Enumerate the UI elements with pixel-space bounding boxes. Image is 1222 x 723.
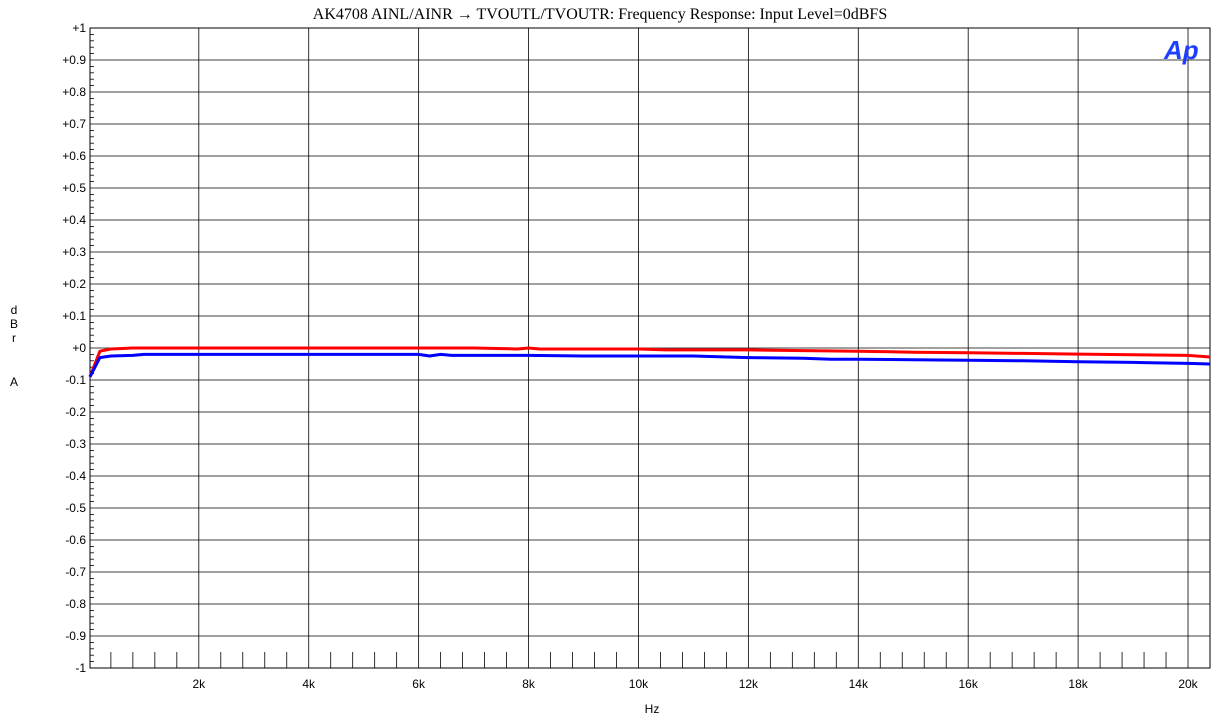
- x-tick-label: 4k: [302, 677, 316, 691]
- x-tick-label: 12k: [739, 677, 759, 691]
- y-tick-label: -0.4: [65, 469, 86, 483]
- y-tick-label: -1: [75, 661, 86, 675]
- plot-frame: [89, 27, 1211, 669]
- y-tick-label: +0.6: [62, 149, 86, 163]
- x-tick-label: 10k: [629, 677, 649, 691]
- minor-ticks: [90, 34, 1167, 668]
- y-tick-label: +0.9: [62, 53, 86, 67]
- y-tick-label: -0.2: [65, 405, 86, 419]
- y-tick-label: -0.8: [65, 597, 86, 611]
- y-tick-label: -0.6: [65, 533, 86, 547]
- series-line-2: [88, 352, 1211, 378]
- y-tick-label: +0.5: [62, 181, 86, 195]
- y-tick-label: -0.9: [65, 629, 86, 643]
- series-line-1: [88, 346, 1211, 378]
- x-tick-label: 2k: [192, 677, 206, 691]
- x-tick-label: 14k: [849, 677, 869, 691]
- x-tick-label: 6k: [412, 677, 426, 691]
- x-tick-label: 8k: [522, 677, 536, 691]
- y-axis-label: dBr A: [10, 303, 18, 389]
- y-axis-label-char: A: [10, 375, 18, 389]
- x-tick-label: 16k: [959, 677, 979, 691]
- y-axis-label-char: B: [10, 317, 18, 331]
- y-tick-label: +0.8: [62, 85, 86, 99]
- y-tick-label: +0: [72, 341, 86, 355]
- x-tick-label: 18k: [1068, 677, 1088, 691]
- y-tick-label: -0.7: [65, 565, 86, 579]
- y-tick-label: -0.1: [65, 373, 86, 387]
- audio-precision-logo: Ap: [1163, 35, 1199, 65]
- x-axis-tick-labels: 2k 4k 6k 8k 10k 12k 14k 16k 18k 20k: [192, 677, 1198, 691]
- series-lines: [88, 346, 1211, 378]
- chart-title: AK4708 AINL/AINR → TVOUTL/TVOUTR: Freque…: [313, 6, 887, 23]
- y-tick-label: +0.2: [62, 277, 86, 291]
- y-tick-label: -0.3: [65, 437, 86, 451]
- y-axis-label-char: d: [11, 303, 18, 317]
- y-tick-label: +0.4: [62, 213, 86, 227]
- y-axis-tick-labels: +1 +0.9 +0.8 +0.7 +0.6 +0.5 +0.4 +0.3 +0.2 +0.1 +0…: [62, 21, 86, 675]
- y-axis-label-char: r: [12, 331, 16, 345]
- x-tick-label: 20k: [1178, 677, 1198, 691]
- y-tick-label: +1: [72, 21, 86, 35]
- y-tick-label: +0.7: [62, 117, 86, 131]
- y-tick-label: +0.1: [62, 309, 86, 323]
- y-tick-label: -0.5: [65, 501, 86, 515]
- y-tick-label: +0.3: [62, 245, 86, 259]
- x-axis-label: Hz: [645, 702, 660, 716]
